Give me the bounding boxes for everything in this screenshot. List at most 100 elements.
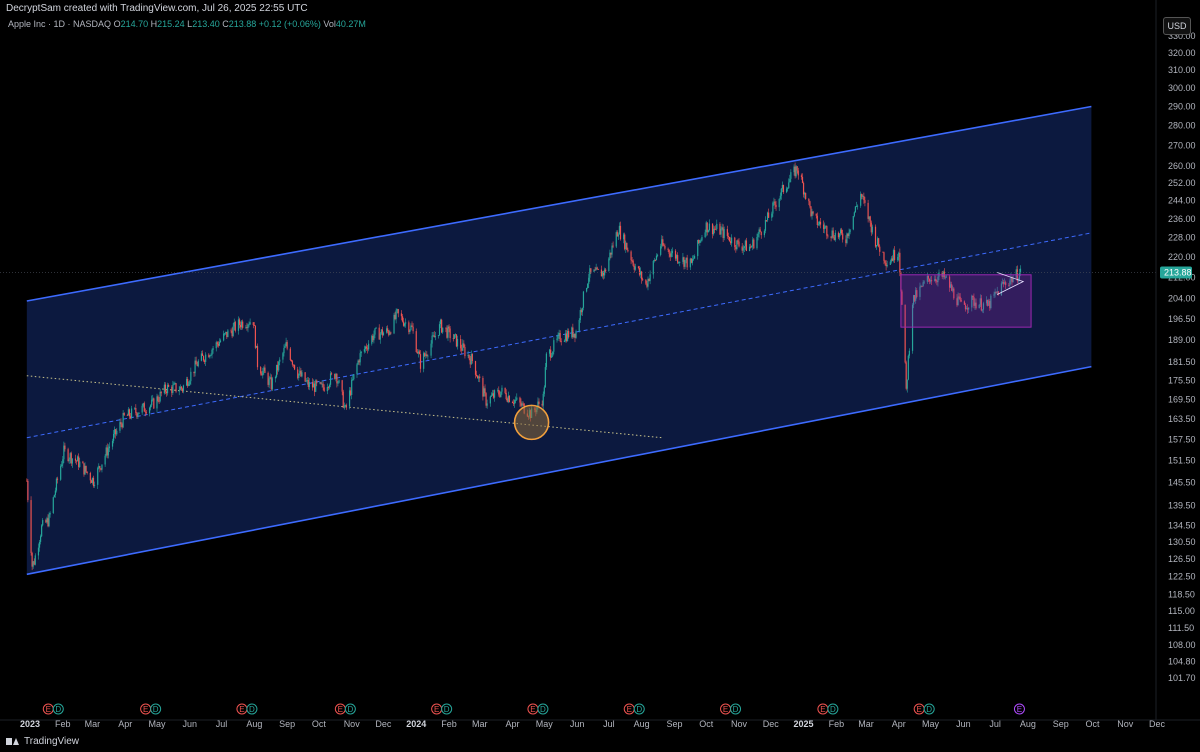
candle (841, 227, 843, 236)
support-circle-shape[interactable] (513, 404, 550, 441)
consolidation-box[interactable] (900, 272, 1032, 328)
candle (771, 211, 773, 221)
candle (389, 329, 391, 336)
candle (454, 333, 457, 338)
candle (92, 475, 95, 488)
candle (834, 230, 836, 242)
price-axis[interactable]: 330.00 320.00 310.00 300.00 290.00 280.00 270.… (1155, 0, 1196, 720)
candle (870, 220, 872, 236)
candle (682, 252, 684, 265)
candle (573, 333, 575, 338)
candle (670, 248, 672, 258)
price-tick: 134.50 (1168, 521, 1196, 531)
time-tick: Mar (858, 719, 874, 729)
candle (781, 181, 783, 193)
candle (571, 326, 573, 339)
candle (705, 220, 707, 237)
currency-button[interactable]: USD (1163, 17, 1191, 35)
candle (304, 371, 306, 383)
price-tick: 280.00 (1168, 121, 1196, 131)
candle (212, 345, 214, 354)
candle (558, 329, 560, 339)
candle (837, 231, 840, 240)
time-axis[interactable]: 2023 Feb Mar Apr May Jun Jul Aug Sep Oct Nov Dec 202… (0, 719, 1200, 729)
candle (588, 273, 590, 289)
support-circle[interactable] (513, 404, 550, 441)
candle (662, 235, 664, 247)
consolidation-rect[interactable] (900, 274, 1032, 328)
candle (948, 275, 951, 292)
candle (560, 338, 562, 346)
candle (789, 174, 791, 183)
candle (989, 299, 991, 311)
last-price-tag: 213.88 (1160, 266, 1192, 279)
candle (498, 386, 500, 397)
candle (261, 371, 263, 376)
triangle-pattern[interactable] (997, 272, 1025, 295)
svg-text:D: D (830, 705, 836, 714)
candle (270, 374, 272, 391)
candle (734, 236, 736, 251)
event-badge[interactable]: E (1013, 703, 1025, 715)
candle (780, 187, 782, 200)
candle (152, 394, 154, 402)
low-value: 213.40 (192, 19, 220, 29)
candle (342, 389, 344, 409)
candle (159, 388, 161, 403)
candle (551, 352, 553, 359)
candle (319, 381, 321, 385)
candle (596, 266, 598, 270)
candle (623, 232, 625, 244)
candle (615, 230, 617, 249)
candle (237, 316, 240, 335)
candle (136, 412, 138, 419)
candle (106, 443, 108, 459)
candle (608, 257, 610, 272)
candle (37, 543, 40, 560)
candle (412, 323, 414, 334)
candle (484, 384, 486, 397)
candle (34, 553, 36, 566)
candle (241, 320, 243, 331)
candle (550, 346, 552, 361)
channel-upper-line[interactable] (26, 105, 1092, 302)
candle (950, 281, 952, 289)
candle (874, 224, 877, 248)
candle (225, 331, 227, 336)
price-tick: 126.50 (1168, 554, 1196, 564)
channel-lower-line[interactable] (26, 365, 1092, 576)
candle (937, 273, 939, 287)
price-tick: 169.50 (1168, 394, 1196, 404)
candle (923, 280, 925, 285)
candle (804, 191, 806, 199)
candle (649, 270, 651, 285)
candle (239, 321, 242, 330)
price-tick: 320.00 (1168, 48, 1196, 58)
parallel-channel[interactable] (26, 105, 1092, 576)
candle (264, 364, 266, 373)
candle (787, 187, 789, 192)
candle (726, 225, 728, 239)
time-tick: Oct (699, 719, 714, 729)
candle (706, 222, 708, 236)
candle (172, 380, 174, 395)
time-tick: Apr (118, 719, 132, 729)
svg-text:E: E (627, 705, 632, 714)
candle (343, 402, 345, 410)
candle (868, 216, 870, 221)
candle (931, 275, 933, 285)
candle (968, 307, 970, 314)
candle (634, 263, 636, 271)
candle (986, 296, 988, 306)
